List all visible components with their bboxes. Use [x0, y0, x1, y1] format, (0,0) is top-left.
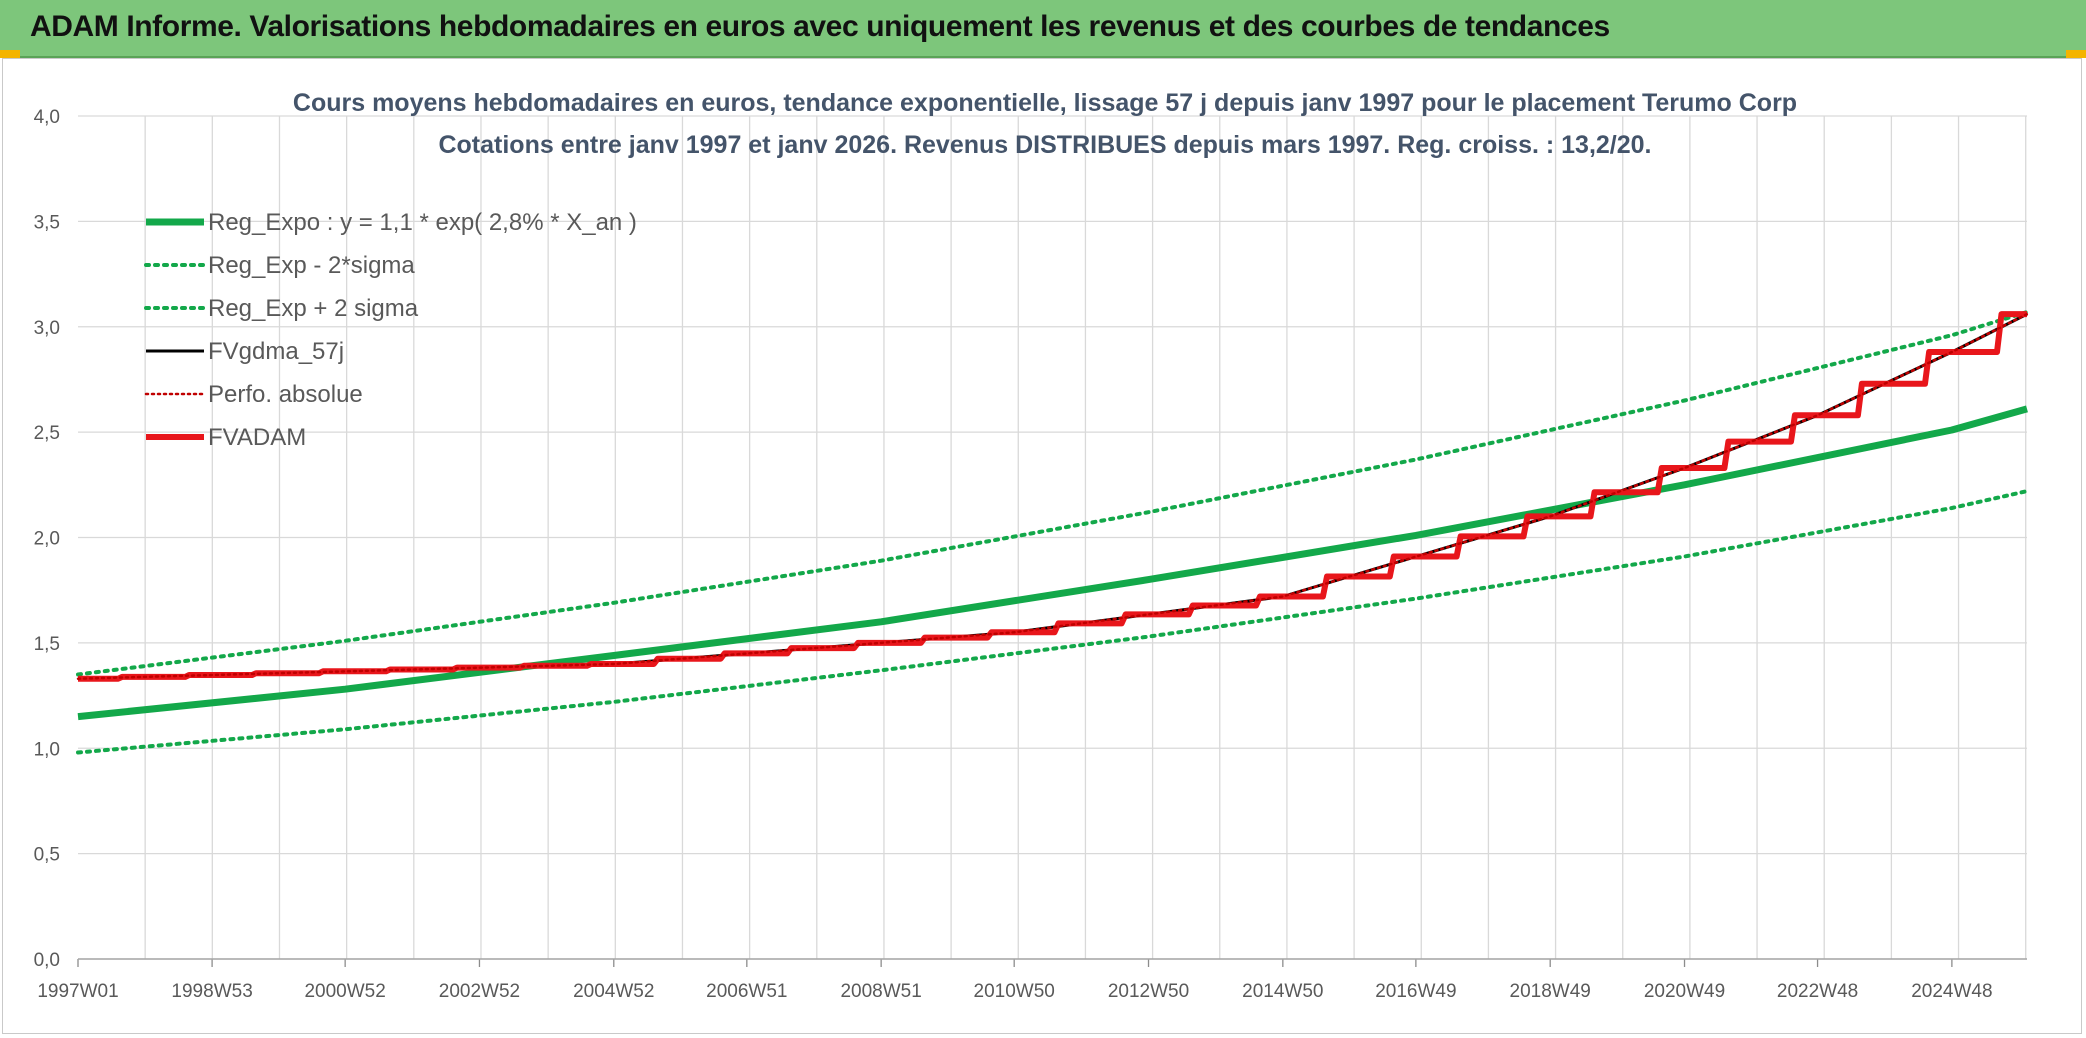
x-tick-label: 2024W48 [1911, 981, 1992, 1002]
y-tick-label: 0,5 [34, 845, 60, 866]
y-tick-label: 2,5 [34, 423, 60, 444]
x-tick-label: 2012W50 [1108, 981, 1189, 1002]
x-tick-label: 2010W50 [974, 981, 1055, 1002]
legend-label: Perfo. absolue [208, 381, 363, 408]
legend-label: Reg_Exp + 2 sigma [208, 295, 419, 322]
y-tick-label: 4,0 [34, 107, 60, 128]
chart-title: Cours moyens hebdomadaires en euros, ten… [293, 89, 1797, 117]
x-tick-label: 2018W49 [1510, 981, 1591, 1002]
legend-label: Reg_Expo : y = 1,1 * exp( 2,8% * X_an ) [208, 209, 637, 236]
axes: 0,0 0,5 1,0 1,5 2,0 2,5 3,0 3,5 4,0 1997W01 1998W5… [34, 107, 2027, 1002]
y-tick-label: 1,0 [34, 739, 60, 760]
x-tick-label: 2008W51 [840, 981, 921, 1002]
series-line [76, 489, 2029, 755]
y-tick-label: 0,0 [34, 950, 60, 971]
series-line [76, 312, 2029, 680]
chart-frame [2, 58, 2082, 1034]
y-tick-label: 1,5 [34, 634, 60, 655]
series-line [78, 311, 2027, 682]
legend-label: FVADAM [208, 424, 306, 451]
y-tick-label: 3,0 [34, 318, 60, 339]
x-tick-label: 2006W51 [706, 981, 787, 1002]
x-tick-label: 2020W49 [1644, 981, 1725, 1002]
legend: Reg_Expo : y = 1,1 * exp( 2,8% * X_an ) R… [144, 209, 637, 451]
series-layer [76, 310, 2029, 755]
x-tick-label: 1998W53 [171, 981, 252, 1002]
legend-label: FVgdma_57j [208, 338, 344, 365]
x-tick-label: 2002W52 [439, 981, 520, 1002]
grid-lines [78, 115, 2027, 960]
report-banner: ADAM Informe. Valorisations hebdomadaire… [0, 0, 2086, 58]
x-tick-label: 2016W49 [1375, 981, 1456, 1002]
series-line [77, 312, 2028, 681]
x-tick-label: 2000W52 [304, 981, 385, 1002]
y-tick-label: 2,0 [34, 529, 60, 550]
series-line [76, 310, 2029, 677]
x-tick-label: 2022W48 [1777, 981, 1858, 1002]
x-tick-label: 2014W50 [1242, 981, 1323, 1002]
corner-marker-left [0, 50, 20, 58]
x-tick-label: 2004W52 [573, 981, 654, 1002]
y-tick-label: 3,5 [34, 212, 60, 233]
corner-marker-right [2066, 50, 2086, 58]
series-line [77, 405, 2028, 721]
chart-subtitle: Cotations entre janv 1997 et janv 2026. … [438, 131, 1651, 159]
banner-title: ADAM Informe. Valorisations hebdomadaire… [30, 10, 1610, 43]
legend-label: Reg_Exp - 2*sigma [208, 252, 415, 279]
x-tick-label: 1997W01 [37, 981, 118, 1002]
